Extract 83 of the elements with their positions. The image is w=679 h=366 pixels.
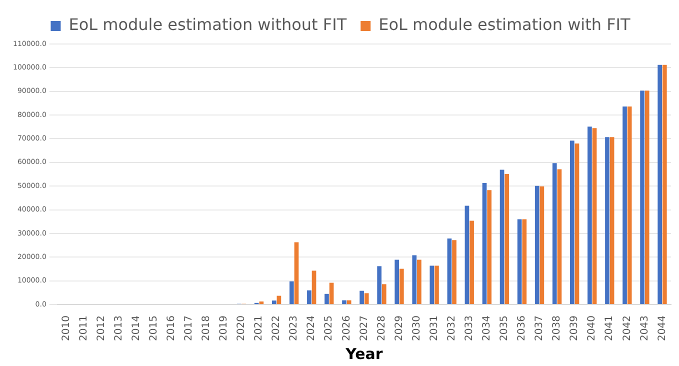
x-tick-label: 2040 <box>586 316 598 342</box>
x-tick-label: 2043 <box>639 316 650 342</box>
bar <box>517 219 522 304</box>
bar <box>364 293 369 304</box>
x-tick-label: 2015 <box>148 316 160 342</box>
x-tick-label: 2041 <box>604 316 616 342</box>
x-tick-label: 2025 <box>324 316 335 342</box>
bar <box>640 90 644 304</box>
x-tick-label: 2012 <box>96 316 107 342</box>
x-tick-label: 2044 <box>656 316 668 342</box>
bar <box>482 183 487 304</box>
bar <box>557 169 562 304</box>
x-tick-label: 2027 <box>358 316 370 342</box>
bar <box>307 290 312 304</box>
bar <box>627 106 632 304</box>
bar <box>447 238 452 304</box>
x-tick-label: 2033 <box>464 316 475 342</box>
bar <box>588 126 592 304</box>
bar <box>400 268 404 304</box>
x-tick-label: 2018 <box>201 316 212 342</box>
bar <box>464 206 470 304</box>
x-axis-title: Year <box>344 344 384 363</box>
bar <box>570 140 574 304</box>
x-tick-label: 2034 <box>482 316 493 342</box>
x-tick-label: 2024 <box>306 316 318 342</box>
bar <box>644 90 650 304</box>
bar <box>312 270 316 304</box>
bar <box>504 174 510 304</box>
bar <box>342 300 346 304</box>
x-tick-label: 2036 <box>516 316 528 342</box>
x-tick-label: 2020 <box>236 316 248 342</box>
x-tick-label: 2031 <box>428 316 440 342</box>
legend-label: EoL module estimation with FIT <box>378 15 631 34</box>
bar <box>412 255 417 304</box>
bar <box>500 170 504 304</box>
bar <box>294 242 299 304</box>
x-tick-label: 2023 <box>288 316 300 342</box>
bar <box>592 128 597 304</box>
x-tick-label: 2010 <box>60 316 72 342</box>
bar <box>605 137 610 304</box>
bar <box>452 240 456 304</box>
x-tick-label: 2032 <box>446 316 458 342</box>
x-tick-label: 2038 <box>552 316 563 342</box>
legend-label: EoL module estimation without FIT <box>68 15 347 34</box>
x-tick-label: 2014 <box>130 316 142 342</box>
bar <box>470 220 474 304</box>
x-tick-label: 2030 <box>411 316 422 342</box>
bar <box>434 266 439 304</box>
bar <box>552 163 557 304</box>
bar <box>522 219 527 304</box>
bar <box>534 186 540 304</box>
bar <box>289 281 294 304</box>
bar <box>487 190 492 304</box>
bar <box>540 186 544 304</box>
x-tick-label: 2011 <box>78 316 90 342</box>
bar <box>430 266 434 304</box>
x-tick-label: 2039 <box>569 316 580 342</box>
bar <box>417 260 422 304</box>
x-tick-label: 2022 <box>271 316 282 342</box>
bar <box>610 137 614 304</box>
x-tick-label: 2021 <box>254 316 265 342</box>
bar <box>272 300 276 304</box>
bar <box>394 260 400 304</box>
x-tick-label: 2026 <box>341 316 352 342</box>
x-tick-label: 2035 <box>499 316 510 342</box>
bar <box>574 143 580 304</box>
bar <box>276 296 282 304</box>
bar <box>360 290 364 304</box>
bar <box>377 266 382 304</box>
x-tick-label: 2016 <box>166 316 177 342</box>
bar <box>324 294 329 304</box>
x-tick-label: 2028 <box>376 316 388 342</box>
bar <box>662 64 667 304</box>
bar <box>622 106 627 304</box>
bar <box>329 282 334 304</box>
x-tick-label: 2017 <box>183 316 194 342</box>
bar <box>382 284 386 304</box>
x-tick-label: 2019 <box>218 316 230 342</box>
x-tick-label: 2029 <box>394 316 405 342</box>
bar <box>658 64 662 304</box>
x-tick-label: 2037 <box>534 316 546 342</box>
x-tick-label: 2013 <box>113 316 124 342</box>
x-tick-label: 2042 <box>622 316 633 342</box>
